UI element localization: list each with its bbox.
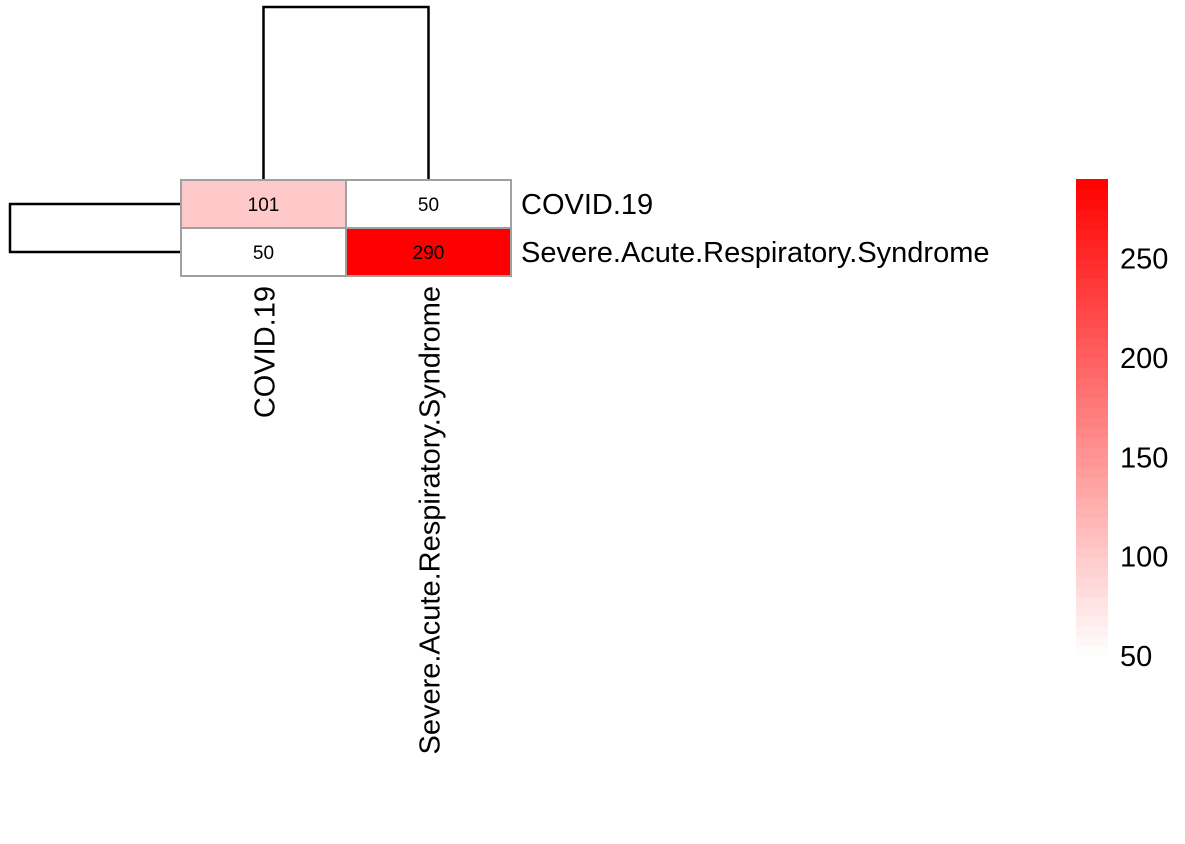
- legend-color-segment: [1076, 576, 1108, 588]
- legend-color-segment: [1076, 248, 1108, 260]
- legend-color-segment: [1076, 367, 1108, 379]
- legend-color-segment: [1076, 566, 1108, 578]
- legend-color-segment: [1076, 387, 1108, 399]
- legend-color-segment: [1076, 457, 1108, 468]
- legend-color-segment: [1076, 188, 1108, 200]
- legend-color-segment: [1076, 447, 1108, 458]
- column-label: Severe.Acute.Respiratory.Syndrome: [415, 286, 447, 755]
- legend-color-segment: [1076, 417, 1108, 429]
- legend-color-segment: [1076, 278, 1108, 289]
- legend-color-segment: [1076, 556, 1108, 568]
- legend-color-segment: [1076, 347, 1108, 359]
- legend-color-segment: [1076, 208, 1108, 220]
- legend-color-segment: [1076, 338, 1108, 349]
- legend-color-segment: [1076, 308, 1108, 319]
- row-label: COVID.19: [521, 189, 653, 221]
- row-dendrogram: [8, 202, 181, 254]
- legend-tick-label: 150: [1120, 442, 1168, 474]
- row-dendrogram-branch: [8, 202, 181, 254]
- legend-color-segment: [1076, 198, 1108, 210]
- legend-color-segment: [1076, 377, 1108, 389]
- column-labels: COVID.19 Severe.Acute.Respiratory.Syndrom…: [250, 286, 447, 755]
- legend-color-segment: [1076, 477, 1108, 488]
- legend-color-segment: [1076, 646, 1108, 657]
- heatmap-cell: [180, 179, 347, 229]
- cell-value-label: 50: [418, 195, 439, 216]
- heatmap-cells: 101 50 50 290: [180, 179, 512, 277]
- legend-color-segment: [1076, 487, 1108, 498]
- legend-color-segment: [1076, 179, 1108, 190]
- row-labels: COVID.19 Severe.Acute.Respiratory.Syndrom…: [521, 189, 990, 269]
- legend-color-segment: [1076, 596, 1108, 607]
- legend-color-segment: [1076, 506, 1108, 518]
- legend-color-segment: [1076, 218, 1108, 230]
- legend-color-segment: [1076, 238, 1108, 250]
- legend-color-segment: [1076, 497, 1108, 508]
- legend-color-segment: [1076, 536, 1108, 548]
- legend-tick-label: 200: [1120, 343, 1168, 375]
- column-dendrogram-branch: [262, 5, 430, 180]
- legend-color-segment: [1076, 526, 1108, 538]
- legend-color-segment: [1076, 427, 1108, 438]
- legend-color-segment: [1076, 397, 1108, 409]
- legend-color-segment: [1076, 606, 1108, 617]
- legend-color-segment: [1076, 516, 1108, 528]
- legend-tick-label: 50: [1120, 641, 1152, 673]
- column-label: COVID.19: [250, 286, 282, 418]
- legend-color-segment: [1076, 586, 1108, 597]
- legend-color-segment: [1076, 636, 1108, 647]
- legend-color-segment: [1076, 328, 1108, 339]
- cell-value-label: 50: [253, 243, 274, 264]
- legend-color-segment: [1076, 268, 1108, 279]
- legend-color-segment: [1076, 228, 1108, 240]
- legend-color-segment: [1076, 467, 1108, 478]
- legend-tick-label: 250: [1120, 244, 1168, 276]
- row-label: Severe.Acute.Respiratory.Syndrome: [521, 237, 990, 269]
- heatmap-cell: [345, 227, 512, 277]
- legend-color-segment: [1076, 298, 1108, 309]
- column-dendrogram: [262, 5, 430, 180]
- legend-color-segment: [1076, 616, 1108, 627]
- heatmap-cell: [345, 179, 512, 229]
- legend-color-segment: [1076, 407, 1108, 419]
- cell-value-label: 101: [248, 195, 280, 216]
- legend-color-segment: [1076, 318, 1108, 329]
- legend-color-segment: [1076, 357, 1108, 369]
- legend-color-segment: [1076, 437, 1108, 448]
- legend-color-segment: [1076, 546, 1108, 558]
- heatmap-cell: [180, 227, 347, 277]
- color-legend: 50 100 150 200 250: [1076, 179, 1168, 673]
- cell-value-label: 290: [413, 243, 445, 264]
- legend-color-segment: [1076, 288, 1108, 299]
- legend-color-segment: [1076, 626, 1108, 637]
- legend-tick-label: 100: [1120, 542, 1168, 574]
- legend-color-segment: [1076, 258, 1108, 270]
